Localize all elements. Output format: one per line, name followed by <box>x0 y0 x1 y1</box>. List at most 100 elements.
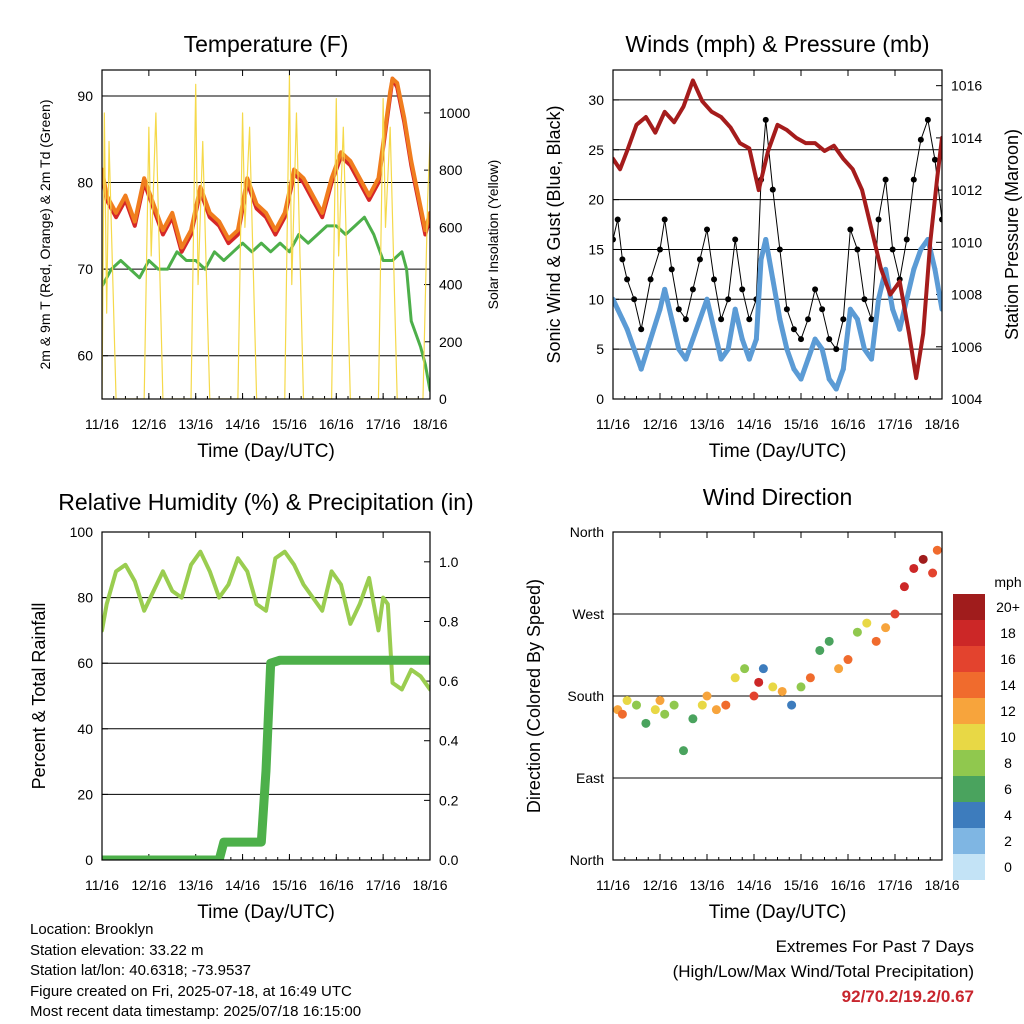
chart-panel-1: Temperature (F) 60 70 80 90 0 200 400 600 800 1000… <box>37 31 501 462</box>
x-tick-label: 16/16 <box>319 877 354 893</box>
series-line <box>613 119 942 350</box>
y-axis-label: Sonic Wind & Gust (Blue, Black) <box>544 105 564 363</box>
y-tick-label: North <box>570 524 604 540</box>
legend-label: 18 <box>1000 625 1016 641</box>
x-tick-label: 17/16 <box>877 877 912 893</box>
y2-tick-label: 1004 <box>951 391 982 407</box>
location-text: Location: Brooklyn <box>30 921 154 938</box>
y-tick-label: 60 <box>77 655 93 671</box>
legend-label: 2 <box>1004 833 1012 849</box>
y2-tick-label: 1.0 <box>439 554 459 570</box>
x-tick-label: 14/16 <box>225 877 260 893</box>
y-tick-label: 30 <box>588 92 604 108</box>
data-point <box>632 700 641 710</box>
data-point <box>749 691 759 701</box>
data-point <box>909 563 919 573</box>
data-point <box>852 627 862 637</box>
plot-frame <box>612 531 943 861</box>
elevation-text: Station elevation: 33.22 m <box>30 941 204 959</box>
data-point <box>787 700 797 710</box>
data-point <box>932 545 942 555</box>
data-point <box>777 686 787 696</box>
speed-legend: mph 20+ 18 16 14 12 10 8 6 4 2 0 <box>953 574 1022 880</box>
series-line <box>102 75 430 399</box>
x-tick-label: 15/16 <box>272 877 307 893</box>
y2-tick-label: 1014 <box>951 130 982 146</box>
data-point <box>890 609 900 619</box>
x-tick-label: 15/16 <box>783 877 818 893</box>
data-point <box>899 582 909 592</box>
y-tick-label: 20 <box>588 192 604 208</box>
legend-swatch <box>953 698 985 724</box>
x-tick-label: 17/16 <box>366 877 401 893</box>
x-tick-label: 17/16 <box>877 416 912 432</box>
y-tick-label: 40 <box>77 721 93 737</box>
data-point <box>768 682 778 692</box>
y-axis-label: Direction (Colored By Speed) <box>524 579 544 813</box>
x-tick-label: 11/16 <box>596 877 630 893</box>
x-tick-label: 18/16 <box>924 877 959 893</box>
x-axis-label: Time (Day/UTC) <box>197 441 335 462</box>
series-line <box>613 236 942 392</box>
x-tick-label: 13/16 <box>178 877 213 893</box>
extremes-subtitle: (High/Low/Max Wind/Total Precipitation) <box>672 962 974 981</box>
x-tick-label: 13/16 <box>689 877 724 893</box>
y2-tick-label: 0.0 <box>439 852 459 868</box>
x-tick-label: 14/16 <box>225 416 260 432</box>
y2-tick-label: 600 <box>439 219 463 235</box>
data-point <box>702 691 712 701</box>
y-tick-label: 5 <box>596 341 604 357</box>
legend-swatch <box>953 750 985 776</box>
legend-label: 8 <box>1004 755 1012 771</box>
x-axis-label: Time (Day/UTC) <box>709 441 847 462</box>
data-point <box>669 700 679 710</box>
y2-tick-label: 200 <box>439 334 463 350</box>
y-tick-label: North <box>570 852 604 868</box>
x-tick-label: 17/16 <box>366 416 401 432</box>
extremes-box: Extremes For Past 7 Days (High/Low/Max W… <box>673 934 974 1009</box>
legend-swatch <box>953 594 985 620</box>
data-point <box>617 709 627 719</box>
x-tick-label: 15/16 <box>272 416 307 432</box>
plot-frame <box>612 69 943 400</box>
data-point <box>843 655 853 665</box>
data-point <box>862 618 872 628</box>
y2-tick-label: 1016 <box>951 78 982 94</box>
data-point <box>721 700 731 710</box>
chart-title: Temperature (F) <box>184 31 349 57</box>
data-point <box>688 714 698 724</box>
chart-title: Winds (mph) & Pressure (mb) <box>625 31 929 57</box>
x-tick-label: 12/16 <box>642 877 677 893</box>
legend-label: 14 <box>1000 677 1016 693</box>
chart-title: Wind Direction <box>703 484 853 510</box>
plot-area <box>613 545 942 756</box>
y-tick-label: West <box>572 606 604 622</box>
legend-swatch <box>953 854 985 880</box>
x-tick-label: 13/16 <box>689 416 724 432</box>
x-tick-label: 18/16 <box>412 416 447 432</box>
chart-panel-4: Wind Direction North East South West North 11/… <box>524 484 960 923</box>
y-tick-label: 10 <box>588 291 604 307</box>
x-tick-label: 16/16 <box>319 416 354 432</box>
data-point <box>660 709 670 719</box>
series-line <box>613 78 942 381</box>
legend-swatch <box>953 672 985 698</box>
x-tick-label: 11/16 <box>596 416 630 432</box>
y2-tick-label: 1010 <box>951 234 982 250</box>
y-axis-label: 2m & 9m T (Red, Orange) & 2m Td (Green) <box>37 100 53 370</box>
y2-tick-label: 0 <box>439 391 447 407</box>
y2-tick-label: 0.6 <box>439 673 459 689</box>
legend-label: 10 <box>1000 729 1016 745</box>
data-point <box>871 636 881 646</box>
legend-title: mph <box>994 574 1021 590</box>
y-tick-label: 70 <box>77 261 93 277</box>
y-tick-label: 60 <box>77 348 93 364</box>
legend-label: 16 <box>1000 651 1016 667</box>
legend-label: 6 <box>1004 781 1012 797</box>
extremes-title: Extremes For Past 7 Days <box>775 937 974 956</box>
x-tick-label: 16/16 <box>830 416 865 432</box>
x-tick-label: 14/16 <box>736 877 771 893</box>
y-axis-label: Percent & Total Rainfall <box>29 603 49 790</box>
y2-axis-label: Station Pressure (Maroon) <box>1002 129 1022 340</box>
